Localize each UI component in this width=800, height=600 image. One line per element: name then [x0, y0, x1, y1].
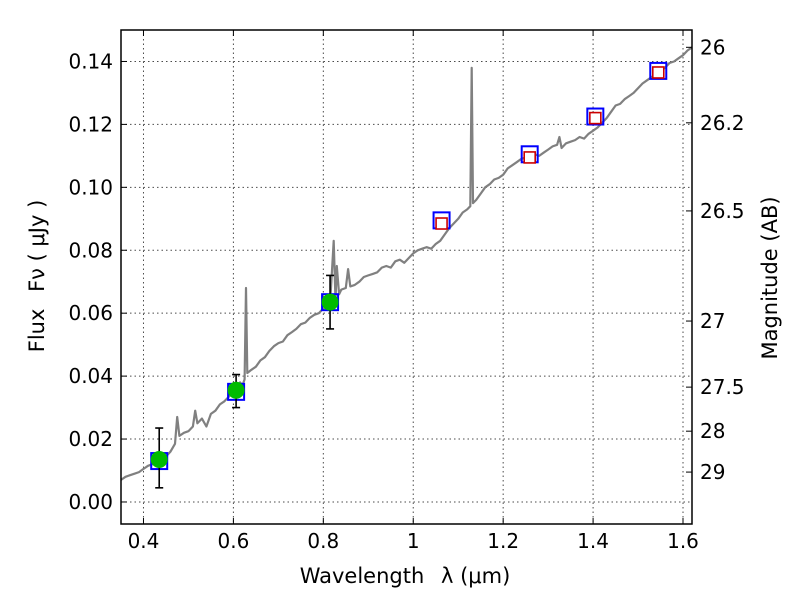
grid-lines: [121, 30, 692, 524]
y-tick-label: 0.02: [68, 427, 113, 451]
sed-chart: 0.4 0.6 0.8 1 1.2 1.4 1.6 0.00 0.02 0.04 0.06 0.08 0…: [0, 0, 800, 600]
y2-tick-label: 27.5: [700, 375, 745, 399]
tick-labels: 0.4 0.6 0.8 1 1.2 1.4 1.6 0.00 0.02 0.04 0.06 0.08 0…: [68, 35, 744, 553]
y-tick-label: 0.10: [68, 175, 113, 199]
y2-tick-label: 26.5: [700, 199, 745, 223]
x-tick-label: 0.8: [307, 529, 339, 553]
y-tick-label: 0.12: [68, 112, 113, 136]
y-tick-label: 0.00: [68, 490, 113, 514]
x-tick-label: 0.6: [217, 529, 249, 553]
nir-square: [524, 152, 535, 163]
x-axis-title: Wavelength λ (μm): [300, 564, 511, 588]
observed-point: [228, 382, 244, 398]
y-tick-label: 0.06: [68, 301, 113, 325]
observed-point: [151, 451, 167, 467]
y2-tick-label: 29: [700, 460, 725, 484]
spectrum-line: [121, 47, 692, 480]
y-tick-label: 0.08: [68, 238, 113, 262]
nir-square: [653, 67, 664, 78]
nir-square: [590, 113, 601, 124]
y2-axis-title: Magnitude (AB): [758, 196, 782, 359]
y-tick-label: 0.14: [68, 49, 113, 73]
y2-tick-label: 26.2: [700, 111, 745, 135]
plot-frame: [121, 30, 692, 524]
y2-tick-label: 26: [700, 35, 725, 59]
x-tick-label: 1.4: [577, 529, 609, 553]
x-tick-label: 0.4: [128, 529, 160, 553]
observed-point: [322, 294, 338, 310]
y2-tick-label: 27: [700, 309, 725, 333]
nir-square: [436, 218, 447, 229]
x-tick-label: 1.6: [667, 529, 699, 553]
axis-ticks: [121, 30, 692, 524]
x-tick-label: 1: [407, 529, 420, 553]
x-tick-label: 1.2: [487, 529, 519, 553]
y-tick-label: 0.04: [68, 364, 113, 388]
y2-tick-label: 28: [700, 419, 725, 443]
y-axis-title: Flux Fν ( μJy ): [25, 200, 49, 353]
plot-area: [121, 47, 692, 488]
